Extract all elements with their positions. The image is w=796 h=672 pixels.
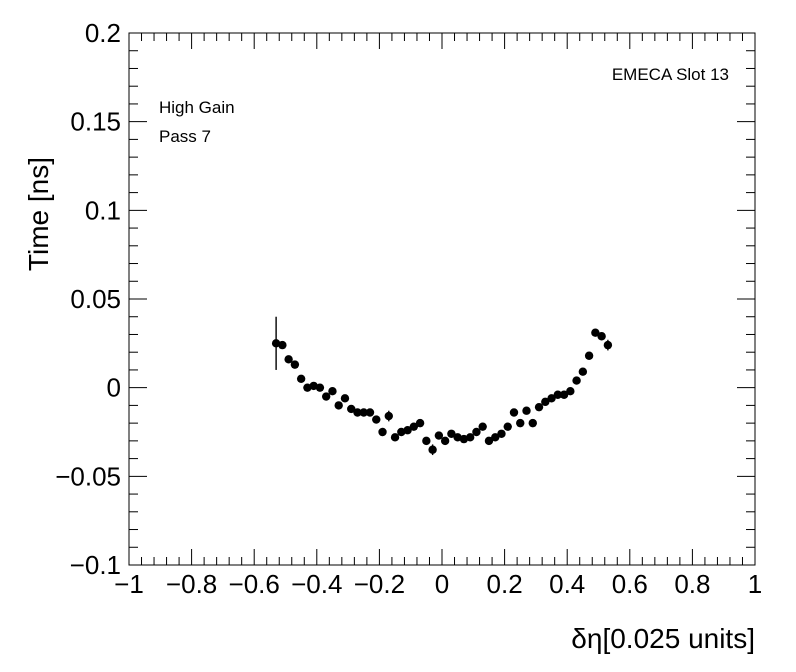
y-tick-label: 0.2 bbox=[85, 18, 121, 48]
x-tick-label: 1 bbox=[748, 569, 762, 599]
y-tick-label: 0.15 bbox=[70, 107, 121, 137]
x-axis-title: δη[0.025 units] bbox=[571, 623, 755, 654]
y-tick-labels: −0.1 −0.05 0 0.05 0.1 0.15 0.2 bbox=[55, 18, 121, 580]
data-point bbox=[478, 422, 487, 431]
annotation-slot: EMECA Slot 13 bbox=[612, 65, 729, 84]
data-point bbox=[284, 355, 293, 364]
y-tick-label: −0.05 bbox=[55, 461, 121, 491]
x-tick-label: 0 bbox=[435, 569, 449, 599]
x-tick-label: 0.2 bbox=[487, 569, 523, 599]
x-ticks bbox=[128, 33, 756, 565]
data-point bbox=[559, 390, 569, 399]
data-point bbox=[372, 415, 381, 424]
y-axis-title: Time [ns] bbox=[23, 157, 54, 271]
data-point bbox=[591, 328, 600, 337]
data-point bbox=[328, 387, 337, 396]
data-point bbox=[603, 340, 613, 350]
data-point bbox=[390, 433, 400, 442]
annotation-gain: High Gain bbox=[159, 98, 235, 117]
data-points bbox=[271, 316, 613, 456]
data-point bbox=[365, 408, 375, 417]
data-point bbox=[578, 367, 588, 376]
data-point bbox=[434, 431, 444, 440]
data-point bbox=[409, 422, 419, 431]
data-point bbox=[296, 374, 306, 383]
x-tick-label: −1 bbox=[114, 569, 144, 599]
data-point bbox=[334, 401, 343, 410]
annotation-pass: Pass 7 bbox=[159, 127, 211, 146]
data-point bbox=[447, 429, 456, 438]
y-ticks bbox=[129, 32, 755, 566]
x-tick-label: −0.4 bbox=[291, 569, 342, 599]
data-point bbox=[534, 402, 544, 412]
data-point bbox=[572, 376, 581, 385]
x-tick-label: −0.6 bbox=[229, 569, 280, 599]
data-point bbox=[516, 418, 525, 428]
data-point bbox=[403, 426, 412, 435]
data-point bbox=[340, 394, 350, 403]
data-point bbox=[278, 340, 287, 350]
data-point bbox=[440, 436, 450, 446]
y-tick-label: −0.1 bbox=[70, 550, 121, 580]
data-point bbox=[528, 418, 537, 428]
data-point bbox=[584, 351, 594, 360]
x-tick-label: 0.4 bbox=[549, 569, 585, 599]
data-point bbox=[428, 445, 437, 454]
data-point bbox=[465, 433, 475, 442]
data-point bbox=[290, 360, 300, 369]
data-point bbox=[509, 408, 519, 417]
data-point bbox=[484, 436, 494, 446]
data-point bbox=[541, 397, 550, 407]
data-point bbox=[415, 418, 425, 428]
data-point bbox=[472, 427, 481, 437]
x-tick-labels: −1 −0.8 −0.6 −0.4 −0.2 0 0.2 0.4 0.6 0.8 1 bbox=[114, 569, 762, 599]
data-point bbox=[315, 383, 325, 392]
x-tick-label: 0.8 bbox=[674, 569, 710, 599]
data-point bbox=[378, 427, 387, 437]
data-point bbox=[384, 411, 393, 421]
data-point bbox=[347, 404, 356, 414]
data-point bbox=[547, 394, 556, 403]
data-point bbox=[353, 408, 362, 417]
data-point bbox=[497, 429, 506, 438]
x-tick-label: −0.8 bbox=[166, 569, 217, 599]
x-tick-label: −0.2 bbox=[354, 569, 405, 599]
data-point bbox=[553, 390, 563, 399]
data-point bbox=[597, 332, 606, 341]
x-tick-label: 0.6 bbox=[612, 569, 648, 599]
data-point bbox=[359, 408, 368, 417]
data-point bbox=[566, 387, 575, 396]
data-point bbox=[503, 422, 512, 431]
y-tick-label: 0 bbox=[107, 373, 121, 403]
data-point bbox=[491, 433, 500, 442]
data-point bbox=[422, 436, 431, 446]
data-point bbox=[522, 406, 531, 415]
y-tick-label: 0.1 bbox=[85, 195, 121, 225]
data-point bbox=[321, 392, 331, 401]
y-tick-label: 0.05 bbox=[70, 284, 121, 314]
